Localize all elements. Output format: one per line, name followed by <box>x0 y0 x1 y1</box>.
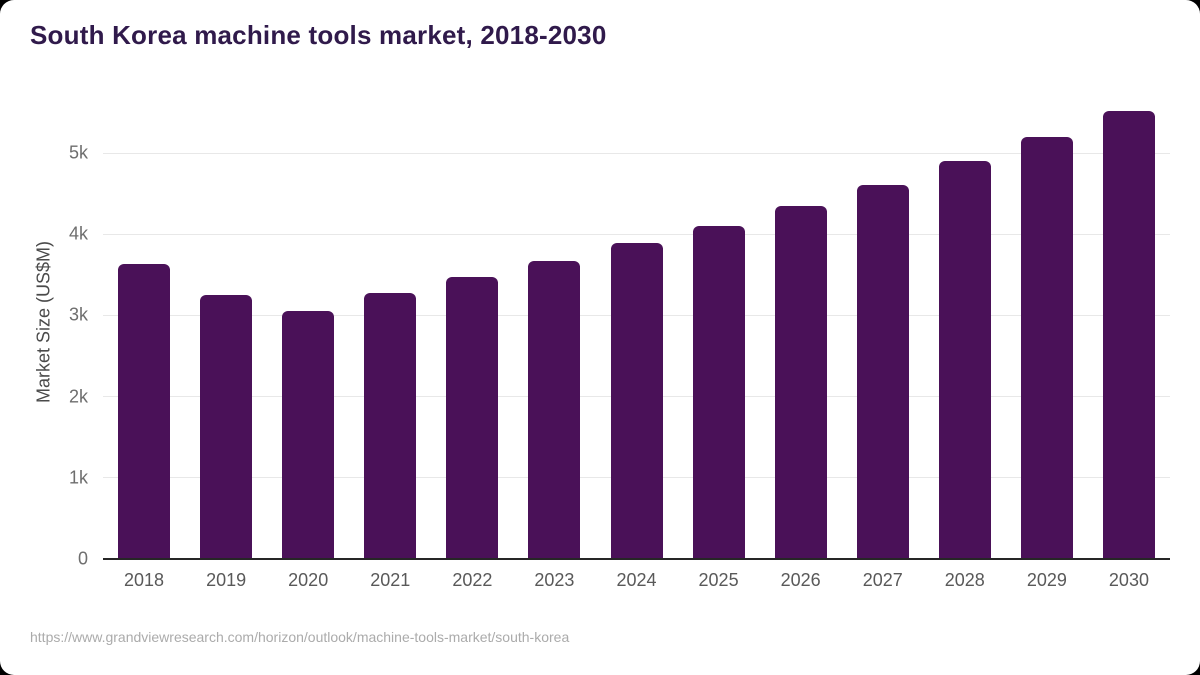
y-tick-label-0: 0 <box>77 548 88 569</box>
chart-title: South Korea machine tools market, 2018-2… <box>30 20 607 50</box>
bar-2020 <box>282 311 335 559</box>
gridline-4k <box>103 233 1170 235</box>
bar-2024 <box>610 243 663 559</box>
y-tick-label-5k: 5k <box>68 142 88 163</box>
x-axis-label-2030: 2030 <box>1108 570 1149 590</box>
y-tick-label-4k: 4k <box>68 223 88 244</box>
x-axis-label-2022: 2022 <box>452 570 493 590</box>
bar-2025 <box>692 226 745 559</box>
bar-2022 <box>446 277 499 559</box>
x-axis-label-2023: 2023 <box>534 570 575 590</box>
x-axis-label-2021: 2021 <box>370 570 411 590</box>
x-axis-label-2019: 2019 <box>206 570 247 590</box>
bar-2019 <box>200 295 253 559</box>
x-axis-label-2018: 2018 <box>124 570 165 590</box>
bar-2021 <box>364 292 417 559</box>
y-tick-label-1k: 1k <box>68 467 88 488</box>
bar-2027 <box>856 184 909 559</box>
bar-2030 <box>1102 110 1155 559</box>
y-tick-label-3k: 3k <box>68 304 88 325</box>
x-axis-label-2020: 2020 <box>288 570 329 590</box>
source-url: https://www.grandviewresearch.com/horizo… <box>30 629 570 645</box>
x-axis-label-2027: 2027 <box>862 570 903 590</box>
bar-2023 <box>528 260 581 559</box>
bar-2018 <box>118 264 171 559</box>
x-axis-label-2024: 2024 <box>616 570 657 590</box>
x-axis-label-2028: 2028 <box>944 570 985 590</box>
y-tick-label-2k: 2k <box>68 386 88 407</box>
x-axis-label-2026: 2026 <box>780 570 821 590</box>
bar-2026 <box>774 205 827 559</box>
x-axis-line <box>103 558 1170 560</box>
bar-2028 <box>938 161 991 559</box>
bar-2029 <box>1020 136 1073 559</box>
x-axis-label-2029: 2029 <box>1026 570 1067 590</box>
gridline-5k <box>103 152 1170 154</box>
x-axis-label-2025: 2025 <box>698 570 739 590</box>
